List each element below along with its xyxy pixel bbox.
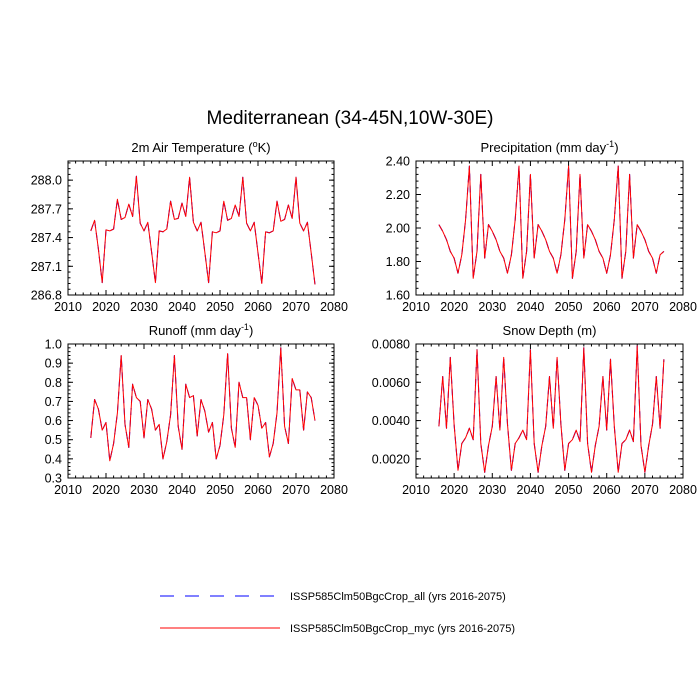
panel-title: 2m Air Temperature (oK) (131, 139, 270, 155)
panel-air-temperature: 2010 2020 2030 2040 2050 2060 2070 2080 286.8 287… (31, 139, 348, 314)
x-tick-label: 2040 (168, 300, 196, 314)
x-tick-label: 2070 (631, 483, 659, 497)
legend-label: ISSP585Clm50BgcCrop_myc (yrs 2016-2075) (290, 623, 515, 635)
x-tick-label: 2030 (478, 300, 506, 314)
x-tick-label: 2060 (244, 300, 272, 314)
y-tick-label: 1.0 (45, 338, 62, 352)
x-tick-label: 2030 (130, 483, 158, 497)
x-tick-label: 2050 (206, 300, 234, 314)
x-tick-label: 2070 (631, 300, 659, 314)
plot-frame (415, 343, 684, 479)
y-tick-label: 1.60 (386, 289, 410, 303)
plot-frame (67, 343, 335, 479)
panel-snow-depth: 2010 2020 2030 2040 2050 2060 2070 2080 0.0020 0.… (372, 323, 697, 497)
y-tick-label: 2.00 (386, 222, 410, 236)
x-tick-label: 2020 (440, 483, 468, 497)
panel-title: Snow Depth (m) (503, 323, 597, 338)
y-tick-label: 0.0040 (372, 414, 410, 428)
x-tick-label: 2040 (168, 483, 196, 497)
x-tick-label: 2040 (517, 300, 545, 314)
x-tick-label: 2060 (244, 483, 272, 497)
y-tick-label: 287.1 (31, 260, 62, 274)
y-tick-label: 0.9 (45, 357, 62, 371)
y-tick-label: 0.5 (45, 433, 62, 447)
x-tick-label: 2010 (54, 300, 82, 314)
x-tick-label: 2070 (282, 300, 310, 314)
x-tick-label: 2080 (320, 300, 348, 314)
panels: 2010 2020 2030 2040 2050 2060 2070 2080 286.8 287… (31, 139, 697, 497)
plot-frame (67, 160, 335, 296)
x-tick-label: 2030 (478, 483, 506, 497)
y-tick-label: 287.7 (31, 202, 62, 216)
figure-title: Mediterranean (34-45N,10W-30E) (207, 108, 494, 129)
x-tick-label: 2050 (555, 300, 583, 314)
panel-title-superscript: -1 (241, 322, 249, 332)
y-tick-label: 0.0060 (372, 376, 410, 390)
y-tick-label: 1.80 (386, 255, 410, 269)
x-tick-label: 2060 (593, 300, 621, 314)
x-tick-label: 2050 (206, 483, 234, 497)
y-tick-label: 0.8 (45, 376, 62, 390)
panel-title: Runoff (mm day-1) (149, 322, 254, 338)
panel-title-tail: K) (258, 140, 271, 155)
x-tick-label: 2060 (593, 483, 621, 497)
series-line-myc (438, 345, 665, 473)
x-tick-label: 2020 (440, 300, 468, 314)
series-line-myc (90, 347, 316, 462)
x-tick-label: 2080 (320, 483, 348, 497)
series-line-all (90, 175, 316, 285)
y-tick-label: 286.8 (31, 289, 62, 303)
y-tick-label: 0.0020 (372, 452, 410, 466)
panel-title-superscript: o (253, 139, 258, 149)
y-tick-label: 0.3 (45, 472, 62, 486)
panel-title-tail: ) (614, 140, 618, 155)
y-tick-label: 0.4 (45, 452, 62, 466)
x-tick-label: 2050 (555, 483, 583, 497)
y-tick-label: 288.0 (31, 174, 62, 188)
x-tick-label: 2010 (402, 300, 430, 314)
panel-precipitation: 2010 2020 2030 2040 2050 2060 2070 2080 1.60 1.80… (386, 139, 697, 314)
y-tick-label: 0.0080 (372, 338, 410, 352)
panel-title-text: Precipitation (mm day (480, 140, 606, 155)
x-tick-label: 2040 (517, 483, 545, 497)
panel-title-tail: ) (249, 323, 253, 338)
panel-title-superscript: -1 (606, 139, 614, 149)
x-tick-label: 2080 (669, 300, 697, 314)
y-tick-label: 0.7 (45, 395, 62, 409)
series-line-myc (90, 175, 316, 285)
plot-frame (415, 160, 684, 296)
panel-title-text: Runoff (mm day (149, 323, 242, 338)
x-tick-label: 2010 (402, 483, 430, 497)
y-tick-label: 287.4 (31, 231, 62, 245)
legend-label: ISSP585Clm50BgcCrop_all (yrs 2016-2075) (290, 591, 506, 603)
x-tick-label: 2080 (669, 483, 697, 497)
legend: ISSP585Clm50BgcCrop_all (yrs 2016-2075) I… (160, 591, 515, 635)
x-tick-label: 2020 (92, 483, 120, 497)
x-tick-label: 2020 (92, 300, 120, 314)
panel-title-text: Snow Depth (m) (503, 323, 597, 338)
y-tick-label: 2.40 (386, 155, 410, 169)
y-tick-label: 0.6 (45, 414, 62, 428)
series-line-myc (438, 165, 665, 279)
x-tick-label: 2030 (130, 300, 158, 314)
panel-title: Precipitation (mm day-1) (480, 139, 618, 155)
y-tick-label: 2.20 (386, 188, 410, 202)
panel-runoff: 2010 2020 2030 2040 2050 2060 2070 2080 0.3 0.4 0.… (45, 322, 348, 497)
x-tick-label: 2070 (282, 483, 310, 497)
x-tick-label: 2010 (54, 483, 82, 497)
panel-title-text: 2m Air Temperature ( (131, 140, 253, 155)
